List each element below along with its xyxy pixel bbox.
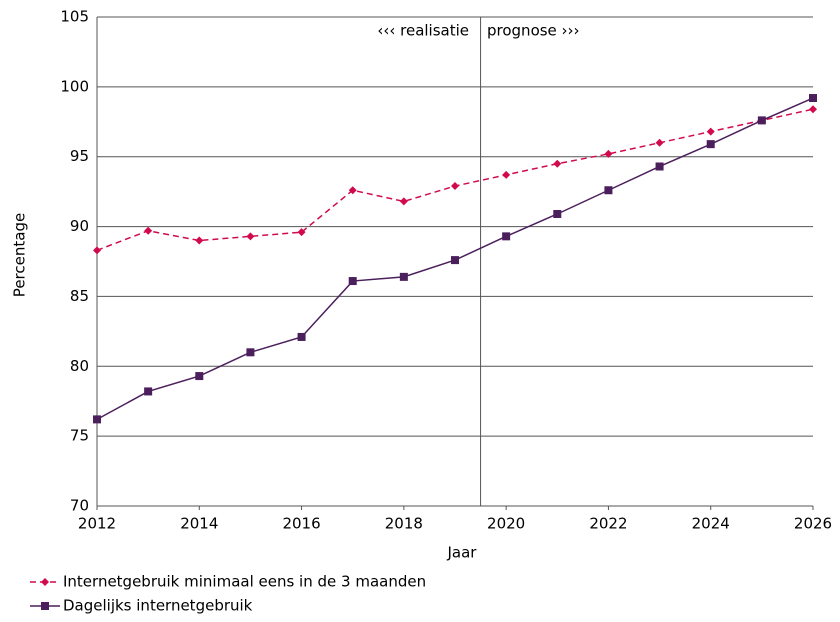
y-tick-label: 80	[70, 357, 89, 375]
point	[195, 236, 204, 245]
x-axis-label: Jaar	[447, 544, 478, 562]
y-tick-label: 95	[70, 147, 89, 165]
point	[348, 186, 357, 195]
point	[348, 277, 357, 286]
point	[809, 105, 817, 114]
legend-label: Internetgebruik minimaal eens in de 3 ma…	[63, 573, 426, 591]
point	[502, 170, 511, 179]
point	[297, 332, 306, 341]
y-tick-label: 85	[70, 287, 89, 305]
annotation: prognose ›››	[487, 22, 580, 40]
point	[809, 94, 817, 103]
x-tick-label: 2022	[589, 515, 627, 533]
point	[399, 272, 408, 281]
legend-label: Dagelijks internetgebruik	[63, 597, 253, 615]
annotation: ‹‹‹ realisatie	[377, 22, 469, 40]
point	[757, 116, 766, 125]
point	[93, 246, 101, 255]
point	[451, 182, 459, 191]
point	[604, 149, 613, 158]
point	[553, 159, 562, 168]
x-tick-label: 2018	[385, 515, 423, 533]
y-tick-label: 70	[70, 497, 89, 515]
point	[297, 228, 306, 237]
x-tick-label: 2014	[180, 515, 218, 533]
y-tick-label: 105	[60, 8, 89, 26]
point	[246, 232, 255, 241]
x-tick-label: 2020	[487, 515, 525, 533]
x-tick-label: 2016	[282, 515, 320, 533]
point	[451, 256, 459, 265]
point	[655, 138, 664, 147]
x-tick-label: 2024	[692, 515, 730, 533]
x-tick-label: 2026	[794, 515, 832, 533]
point	[553, 209, 562, 218]
y-tick-label: 90	[70, 217, 89, 235]
point	[246, 348, 255, 357]
y-tick-label: 100	[60, 77, 89, 95]
legend-marker	[41, 578, 49, 586]
point	[706, 140, 715, 149]
point	[93, 415, 101, 424]
y-tick-label: 75	[70, 427, 89, 445]
point	[502, 232, 511, 241]
point	[706, 127, 715, 136]
point	[144, 387, 153, 396]
point	[399, 197, 408, 206]
point	[195, 372, 204, 381]
legend-marker	[41, 602, 49, 610]
series-line	[96, 108, 814, 252]
point	[144, 226, 153, 235]
point	[604, 186, 613, 195]
x-tick-label: 2012	[78, 515, 116, 533]
point	[655, 162, 664, 171]
y-axis-label: Percentage	[11, 213, 29, 297]
